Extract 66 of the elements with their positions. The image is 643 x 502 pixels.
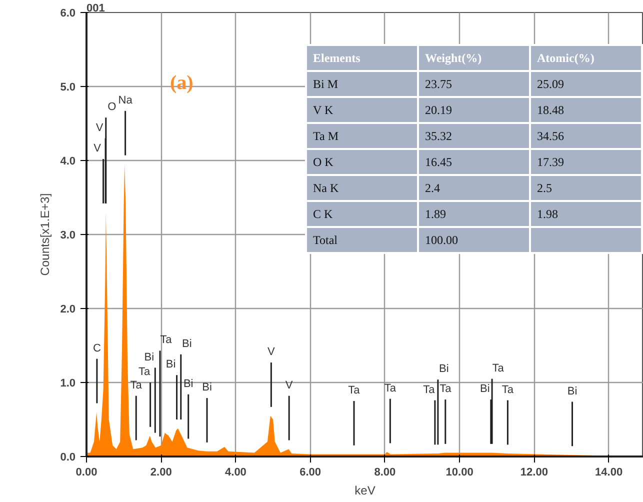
annotation: Elements (306, 45, 418, 71)
annotation: 35.32 (418, 123, 530, 149)
annotation: 17.39 (530, 149, 642, 175)
annotation: Ta (440, 383, 452, 396)
annotation: 2.4 (418, 175, 530, 201)
x-tick-label: 8.00 (374, 466, 396, 478)
annotation: V (285, 379, 294, 392)
annotation: Bi (166, 358, 176, 371)
annotation: Bi (144, 351, 154, 364)
annotation: Ta (423, 384, 436, 396)
annotation: Atomic(%) (530, 45, 642, 71)
x-tick-label: 6.00 (300, 466, 322, 478)
chart-title: 001 (86, 2, 105, 14)
annotation: Bi (567, 385, 578, 398)
y-tick-label: 2.0 (60, 304, 76, 316)
annotation: (a) (170, 72, 194, 94)
annotation: Ta (130, 379, 143, 392)
annotation: Total (306, 227, 418, 253)
annotation: Ta (348, 384, 361, 397)
x-tick-label: 14.00 (595, 466, 623, 478)
annotation: Ta (502, 384, 514, 396)
x-tick-label: 2.00 (150, 466, 172, 478)
annotation: C (92, 342, 101, 354)
annotation: 18.48 (530, 97, 642, 123)
annotation: 16.45 (418, 149, 530, 175)
annotation: Weight(%) (418, 45, 530, 71)
annotation: V K (306, 97, 418, 123)
annotation: C K (306, 201, 418, 227)
annotation: Ta M (306, 123, 418, 149)
y-tick-label: 6.0 (60, 8, 76, 20)
x-tick-label: 0.00 (76, 466, 98, 478)
annotation: 1.98 (530, 201, 642, 227)
y-tick-label: 0.0 (60, 452, 76, 464)
annotation: V (268, 346, 276, 358)
annotation: 25.09 (530, 71, 642, 97)
annotation: Ta (492, 362, 505, 374)
annotation: Ta (384, 382, 397, 394)
annotation: Bi M (306, 71, 418, 97)
x-tick-label: 12.00 (520, 466, 548, 478)
annotation: 34.56 (530, 123, 642, 149)
annotation: Na (118, 94, 134, 106)
y-tick-label: 1.0 (60, 378, 76, 390)
annotation: Bi (202, 382, 212, 394)
annotation: 23.75 (418, 71, 530, 97)
annotation: 100.00 (418, 227, 530, 253)
x-tick-label: 10.00 (446, 466, 474, 478)
annotation: V (94, 142, 102, 155)
annotation: V (96, 122, 104, 134)
annotation: 20.19 (418, 97, 530, 123)
annotation: 1.89 (418, 201, 530, 227)
y-tick-label: 3.0 (60, 230, 76, 242)
annotation: Ta (160, 334, 173, 346)
annotation: Ta (138, 366, 151, 378)
annotation: O K (306, 149, 418, 175)
annotation: 2.5 (530, 175, 642, 201)
x-tick-label: 4.00 (225, 466, 246, 478)
annotation: Bi (182, 338, 192, 350)
annotation: Bi (183, 378, 194, 390)
y-tick-label: 5.0 (60, 82, 76, 94)
x-axis-title: keV (354, 484, 376, 498)
annotation: Na K (306, 175, 418, 201)
y-tick-label: 4.0 (60, 156, 76, 168)
annotation: O (108, 101, 117, 114)
annotation: Bi (480, 383, 490, 396)
annotation: Bi (439, 363, 449, 376)
y-axis-title: Counts[x1.E+3] (38, 193, 52, 276)
